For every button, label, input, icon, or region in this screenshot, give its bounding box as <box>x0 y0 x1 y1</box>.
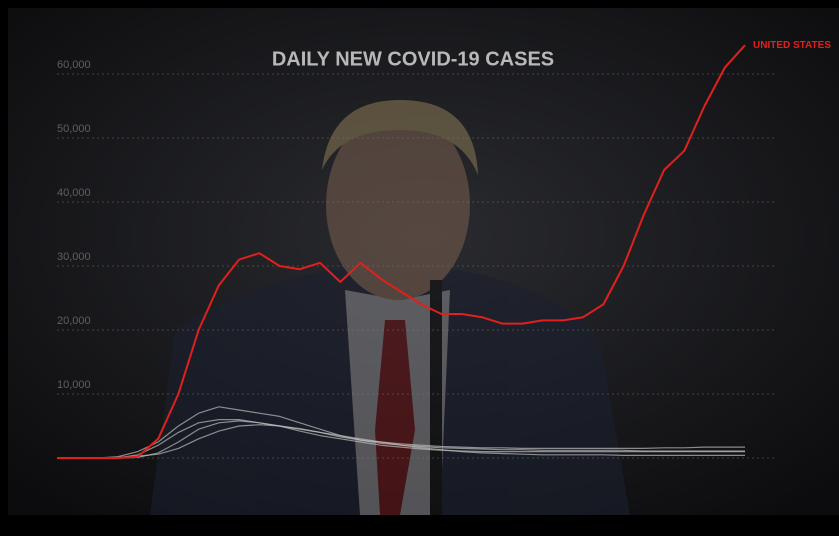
y-tick-label: 30,000 <box>57 251 91 263</box>
comparison-line <box>57 419 745 459</box>
primary-line <box>57 44 746 459</box>
series-label: UNITED STATES <box>753 40 831 51</box>
y-tick-label: 20,000 <box>57 315 91 327</box>
y-tick-label: 50,000 <box>57 123 91 135</box>
y-tick-label: 40,000 <box>57 187 91 199</box>
comparison-line <box>57 406 745 459</box>
y-tick-label: 60,000 <box>57 59 91 71</box>
chart-title: DAILY NEW COVID-19 CASES <box>272 48 554 70</box>
photo-figure <box>150 100 630 515</box>
y-tick-label: 10,000 <box>57 379 91 391</box>
comparison-line <box>57 420 745 459</box>
